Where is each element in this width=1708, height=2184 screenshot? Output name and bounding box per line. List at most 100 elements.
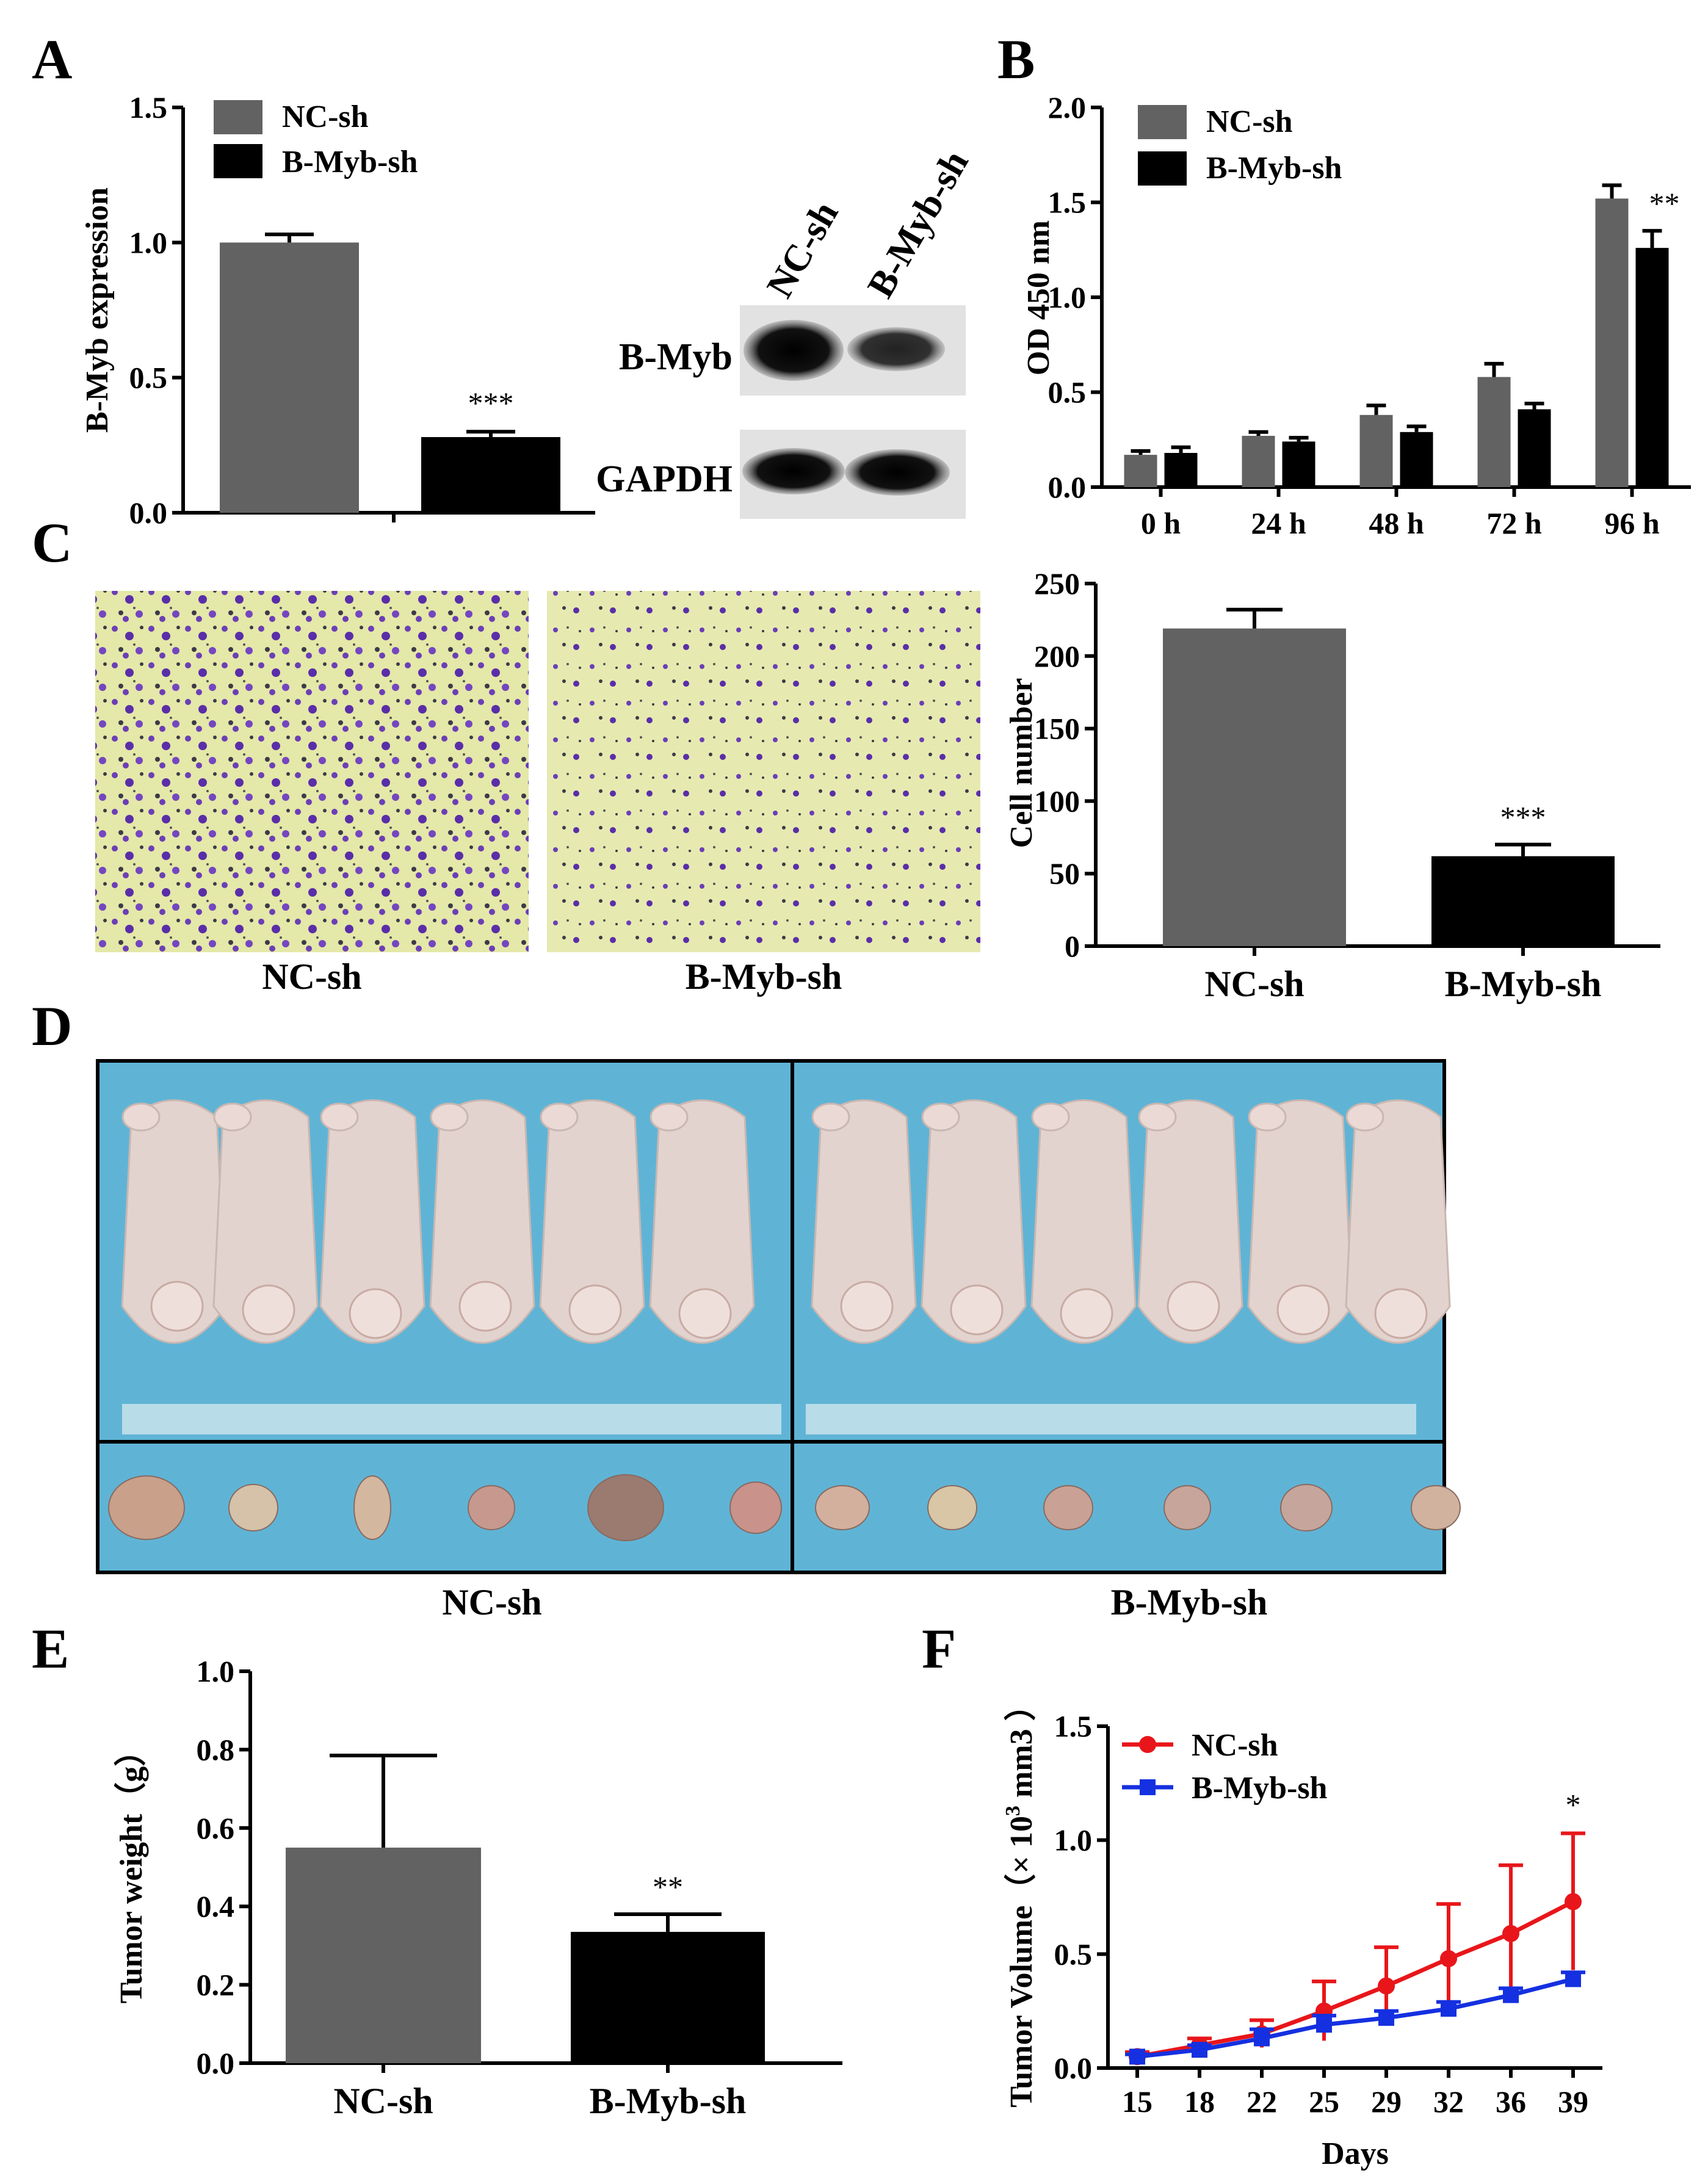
f-x-tick-label: 36	[1496, 2085, 1526, 2119]
b-bar-bmyb	[1164, 453, 1198, 487]
b-bar-bmyb	[1282, 441, 1315, 487]
b-x-tick-label: 96 h	[1604, 506, 1660, 540]
a-y-tick-label: 0.5	[129, 361, 168, 395]
mouse-photo-panel: NC-sh B-Myb-sh	[96, 1059, 1461, 1622]
mouse-tumor-bump	[840, 1281, 894, 1332]
excised-tumor	[1280, 1484, 1333, 1531]
e-y-tick-label: 0.4	[197, 1889, 235, 1923]
mouse-tumor-bump	[950, 1284, 1004, 1336]
excised-tumor	[353, 1475, 391, 1540]
c-bar-bmyb	[1431, 856, 1615, 946]
mouse-ear	[1031, 1102, 1070, 1132]
f-point-nc	[1440, 1950, 1457, 1967]
f-legend-label-bmyb: B-Myb-sh	[1192, 1771, 1328, 1806]
mouse-ear	[121, 1102, 161, 1132]
f-point-bmyb	[1129, 2048, 1145, 2065]
mouse-tumor-bump	[1167, 1281, 1220, 1332]
blot-band-bmyb-nc	[744, 320, 844, 381]
f-y-tick-label: 0.0	[1054, 2051, 1093, 2085]
f-y-label-tail: mm3 ）	[1004, 1689, 1039, 1806]
mouse-tumor-bump	[678, 1288, 732, 1339]
a-y-tick-label: 1.0	[129, 225, 168, 259]
e-bar-nc	[286, 1847, 481, 2063]
excised-tumor	[108, 1475, 185, 1540]
a-y-label: B-Myb expression	[80, 187, 115, 433]
c-y-tick-label: 200	[1034, 639, 1080, 673]
e-y-tick-label: 0.6	[197, 1811, 235, 1845]
a-y-tick-label: 0.0	[129, 496, 168, 530]
e-significance: **	[653, 1870, 683, 1904]
excised-tumor	[228, 1484, 278, 1531]
blot-band-bmyb-knockdown	[847, 327, 945, 371]
mouse-body	[1030, 1099, 1137, 1344]
mouse-body	[539, 1099, 645, 1344]
c-x-tick-label: NC-sh	[1204, 964, 1304, 1004]
mouse-ear	[921, 1102, 960, 1132]
f-point-nc	[1378, 1977, 1395, 1995]
mouse-body	[811, 1099, 917, 1344]
f-x-tick-label: 18	[1184, 2085, 1215, 2119]
chart-e: 0.0 0.2 0.4 0.6 0.8 1.0 NC-sh B-Myb-sh ** Tumor w…	[114, 1654, 842, 2121]
f-y-label: Tumor Volume（× 103 mm3 ）	[1002, 1689, 1039, 2107]
blot-band-gapdh-knockdown	[845, 449, 950, 496]
b-y-tick-label: 0.0	[1048, 470, 1087, 504]
mouse-body	[649, 1099, 755, 1344]
b-bar-nc	[1124, 455, 1157, 487]
f-y-tick-label: 0.5	[1054, 1937, 1093, 1971]
panel-letter-f: F	[922, 1618, 956, 1680]
tumors-group	[108, 1474, 1461, 1541]
f-y-label-main: Tumor Volume（× 10	[1004, 1816, 1039, 2108]
c-significance: ***	[1500, 800, 1546, 834]
excised-tumor	[1163, 1485, 1211, 1530]
b-bar-bmyb	[1400, 432, 1433, 487]
panel-letter-e: E	[32, 1618, 69, 1680]
a-y-tick-label: 1.5	[129, 90, 168, 125]
mouse-tumor-bump	[458, 1281, 512, 1332]
micrograph-bmyb	[547, 591, 980, 952]
mouse-ear	[1138, 1102, 1177, 1132]
e-y-tick-label: 0.8	[197, 1732, 235, 1766]
f-y-tick-label: 1.0	[1054, 1823, 1093, 1857]
c-y-tick-label: 250	[1034, 566, 1080, 601]
mouse-ear	[213, 1102, 252, 1132]
mouse-body	[1345, 1099, 1451, 1344]
c-y-tick-label: 50	[1049, 856, 1080, 891]
c-bar-nc	[1163, 628, 1346, 946]
b-x-tick-label: 72 h	[1486, 506, 1542, 540]
micrograph-nc	[95, 591, 529, 952]
b-x-tick-label: 48 h	[1369, 506, 1424, 540]
b-legend-label-bmyb: B-Myb-sh	[1206, 151, 1342, 186]
blot-lane-label-bmyb: B-Myb-sh	[859, 143, 977, 305]
mouse-tumor-bump	[1276, 1284, 1330, 1336]
mouse-tumor-bump	[150, 1281, 204, 1332]
b-bar-bmyb	[1635, 248, 1669, 487]
mouse-ear	[1345, 1102, 1384, 1132]
a-legend-label-nc: NC-sh	[282, 99, 369, 134]
f-legend-label-nc: NC-sh	[1192, 1728, 1278, 1763]
mouse-body	[1137, 1099, 1243, 1344]
mouse-tumor-bump	[349, 1288, 402, 1339]
mouse-ear	[430, 1102, 469, 1132]
excised-tumor	[729, 1481, 782, 1534]
chart-f: 0.0 0.5 1.0 1.5 15 18 22 25 29 32 36 39 * Days Tumor V…	[1002, 1689, 1602, 2171]
mouse-label-bmyb: B-Myb-sh	[1111, 1582, 1268, 1622]
b-bar-nc	[1359, 414, 1393, 487]
mouse-tumor-bump	[242, 1284, 295, 1336]
excised-tumor	[468, 1485, 515, 1530]
c-x-tick-label: B-Myb-sh	[1445, 964, 1602, 1004]
f-legend-marker-nc	[1139, 1736, 1156, 1753]
b-y-tick-label: 1.0	[1048, 280, 1087, 314]
f-point-bmyb	[1378, 2009, 1394, 2026]
f-y-label-sup: 3	[1002, 1806, 1024, 1816]
f-point-bmyb	[1565, 1971, 1581, 1987]
ruler-right	[806, 1404, 1416, 1434]
mouse-body	[319, 1099, 425, 1344]
blot-lane-label-nc: NC-sh	[759, 195, 846, 305]
e-x-tick-label: NC-sh	[333, 2081, 433, 2121]
e-y-label: Tumor weight（g）	[114, 1735, 149, 2004]
mouse-ear	[540, 1102, 579, 1132]
b-y-tick-label: 2.0	[1048, 90, 1087, 125]
a-significance: ***	[468, 386, 514, 420]
f-point-nc	[1502, 1925, 1519, 1942]
